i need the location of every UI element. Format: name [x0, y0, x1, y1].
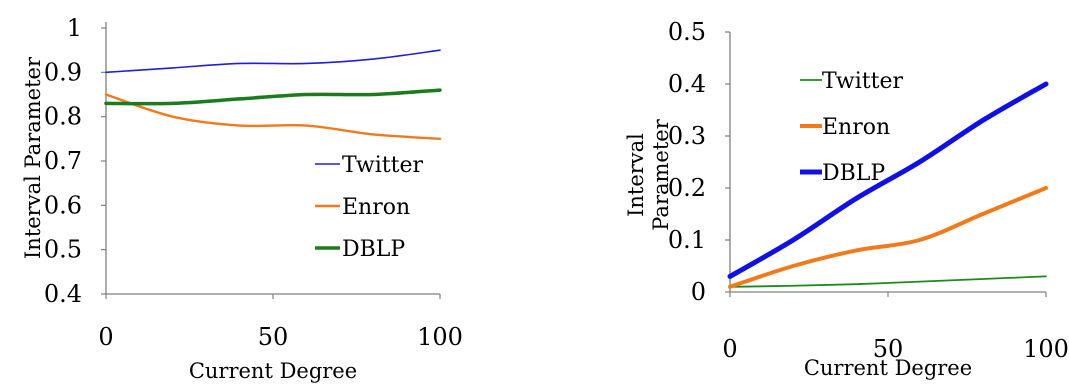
left-legend-label-twitter: Twitter: [342, 153, 423, 178]
right-series-dblp-line: [727, 81, 1049, 279]
right-series-lines: [727, 81, 1049, 289]
left-series-twitter-line: [105, 49, 441, 74]
right-series-twitter-line: [729, 275, 1047, 288]
right-y-tick-label: 0.2: [668, 174, 706, 202]
left-y-tick-label: 0.6: [44, 191, 82, 219]
right-legend-label-twitter: Twitter: [822, 69, 903, 94]
right-y-tick-label: 0.3: [668, 122, 706, 150]
right-series-enron-line: [728, 186, 1048, 289]
right-y-ticks: 0 0.1 0.2 0.3 0.4 0.5: [668, 18, 730, 306]
left-series-lines: [104, 49, 442, 141]
right-y-axis-title-line2: Parameter: [649, 118, 673, 230]
right-legend-label-enron: Enron: [822, 115, 890, 140]
right-legend-label-dblp: DBLP: [822, 161, 885, 186]
left-x-tick-label: 100: [417, 323, 463, 351]
left-legend-label-dblp: DBLP: [342, 237, 405, 262]
left-legend-label-enron: Enron: [342, 195, 410, 220]
right-y-tick-label: 0.4: [668, 70, 706, 98]
left-y-tick-label: 0.8: [44, 103, 82, 131]
right-x-axis-title: Current Degree: [804, 356, 972, 380]
left-y-tick-label: 0.7: [44, 147, 82, 175]
right-legend: Twitter Enron DBLP: [800, 69, 903, 186]
right-x-tick-label: 50: [873, 335, 904, 363]
right-x-tick-label: 0: [722, 335, 737, 363]
left-x-tick-label: 0: [98, 323, 113, 351]
left-y-axis-title: Interval Parameter: [21, 56, 45, 259]
right-y-tick-label: 0.1: [668, 226, 706, 254]
left-y-ticks: 0.4 0.5 0.6 0.7 0.8 0.9 1: [44, 14, 106, 308]
right-y-axis-title-line1: Interval: [624, 133, 648, 217]
left-y-tick-label: 0.9: [44, 58, 82, 86]
left-y-tick-label: 0.5: [44, 236, 82, 264]
left-x-tick-label: 50: [258, 323, 289, 351]
left-y-tick-label: 1: [67, 14, 82, 42]
chart-left: 0.4 0.5 0.6 0.7 0.8 0.9 1 0 50 100 Interval Para…: [21, 14, 463, 383]
left-series-dblp-line: [104, 88, 442, 106]
right-x-ticks: 0 50 100: [722, 292, 1069, 363]
chart-right: 0 0.1 0.2 0.3 0.4 0.5 0 50 100 Interval Paramet…: [624, 18, 1069, 380]
left-series-enron-line: [104, 93, 442, 141]
right-y-tick-label: 0.5: [668, 18, 706, 46]
left-y-tick-label: 0.4: [44, 280, 82, 308]
left-x-axis-title: Current Degree: [189, 359, 357, 383]
left-x-ticks: 0 50 100: [98, 294, 463, 351]
right-x-tick-label: 100: [1023, 335, 1069, 363]
right-y-tick-label: 0: [691, 278, 706, 306]
left-legend: Twitter Enron DBLP: [315, 153, 423, 262]
